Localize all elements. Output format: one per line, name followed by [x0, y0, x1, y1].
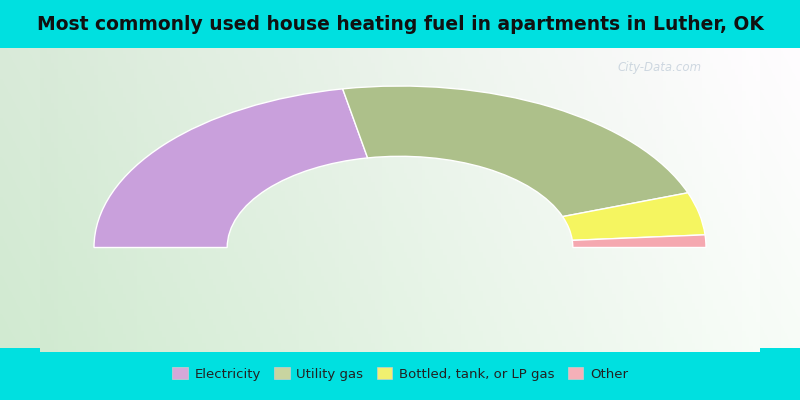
Wedge shape — [572, 235, 706, 248]
Text: Most commonly used house heating fuel in apartments in Luther, OK: Most commonly used house heating fuel in… — [37, 14, 763, 34]
Wedge shape — [342, 86, 688, 217]
Wedge shape — [562, 193, 705, 240]
Legend: Electricity, Utility gas, Bottled, tank, or LP gas, Other: Electricity, Utility gas, Bottled, tank,… — [166, 362, 634, 386]
Text: City-Data.com: City-Data.com — [617, 60, 702, 74]
Wedge shape — [94, 89, 368, 248]
